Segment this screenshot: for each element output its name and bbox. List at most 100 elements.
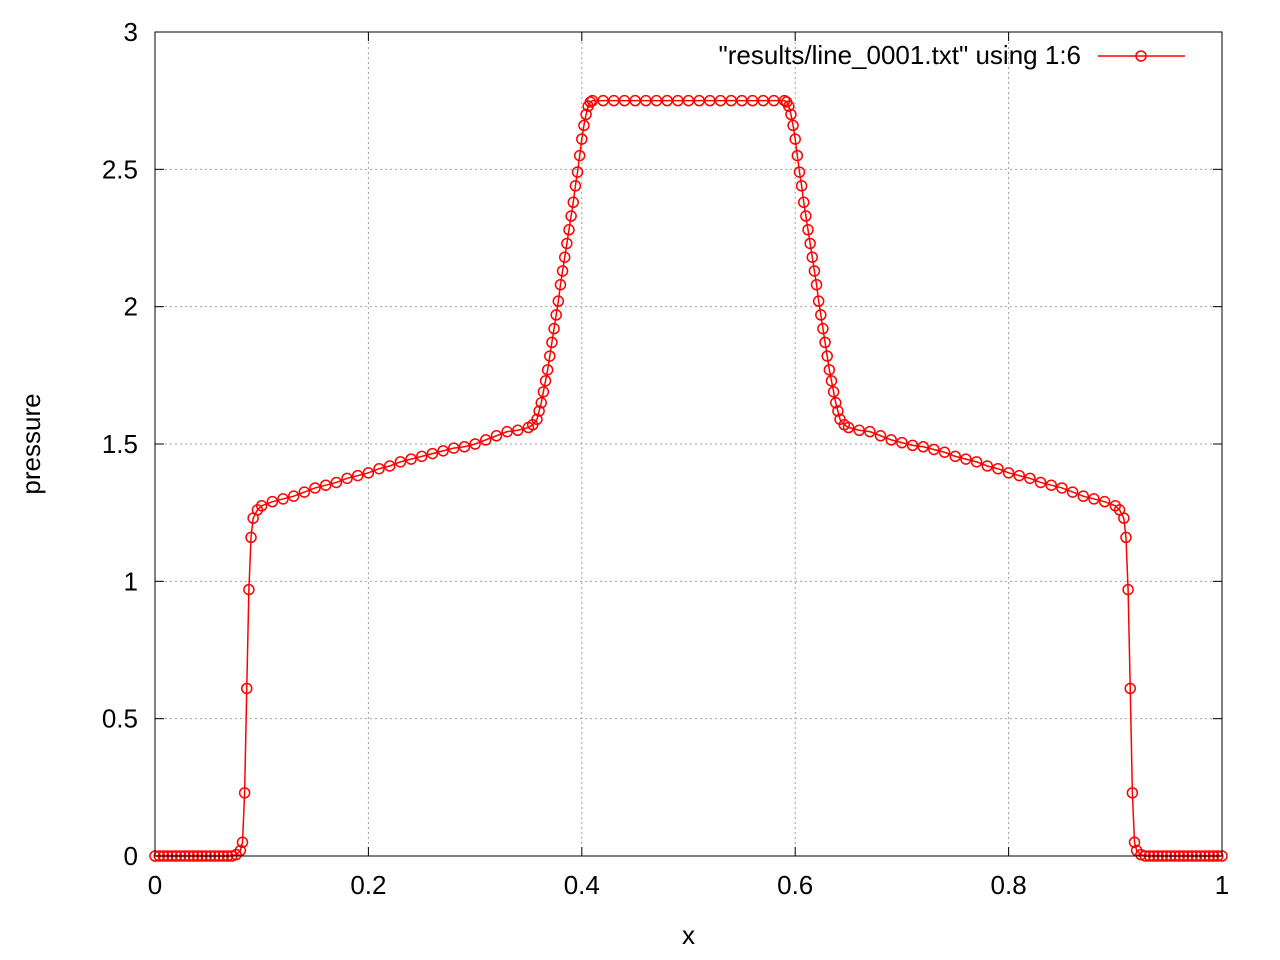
y-tick-label: 1 bbox=[124, 566, 138, 596]
data-point bbox=[819, 336, 831, 349]
series-line-group bbox=[155, 99, 1222, 857]
data-point bbox=[795, 180, 808, 192]
data-point bbox=[341, 472, 353, 485]
data-point bbox=[1122, 583, 1134, 596]
data-point bbox=[501, 425, 513, 438]
data-point bbox=[245, 531, 257, 544]
data-point bbox=[544, 350, 556, 362]
data-point bbox=[243, 583, 255, 596]
data-point bbox=[1066, 486, 1079, 498]
data-point bbox=[490, 430, 503, 442]
plot-frame bbox=[154, 31, 1223, 857]
legend-label: "results/line_0001.txt" using 1:6 bbox=[719, 40, 1081, 70]
data-point bbox=[981, 460, 994, 472]
x-tick-label: 1 bbox=[1215, 870, 1229, 900]
data-point bbox=[793, 166, 806, 178]
data-point bbox=[552, 295, 565, 307]
data-point bbox=[561, 237, 573, 250]
data-point bbox=[556, 265, 569, 277]
data-point bbox=[832, 405, 844, 417]
data-point bbox=[241, 682, 253, 695]
data-point bbox=[821, 350, 833, 362]
data-point bbox=[383, 460, 396, 472]
tick-labels: 0 0.2 0.4 0.6 0.8 1 0 0.5 1 1.5 2 2.5 3 bbox=[102, 17, 1229, 900]
data-point bbox=[906, 439, 919, 452]
series-markers-group bbox=[149, 94, 1228, 862]
data-point bbox=[238, 787, 251, 799]
data-point bbox=[825, 375, 838, 387]
data-point bbox=[1120, 531, 1132, 544]
data-point bbox=[785, 108, 797, 121]
data-point bbox=[330, 476, 343, 489]
data-point bbox=[448, 442, 460, 454]
data-point bbox=[812, 295, 825, 307]
data-point bbox=[885, 434, 897, 446]
series-line bbox=[155, 99, 1222, 857]
data-point bbox=[823, 364, 836, 376]
data-point bbox=[255, 500, 268, 512]
data-point bbox=[539, 375, 552, 387]
data-point bbox=[584, 96, 597, 108]
data-point bbox=[426, 447, 439, 460]
data-point bbox=[797, 196, 810, 209]
data-point bbox=[874, 430, 887, 442]
data-point bbox=[815, 309, 827, 321]
data-point bbox=[266, 495, 279, 508]
data-point bbox=[569, 180, 582, 192]
data-point bbox=[810, 278, 823, 291]
data-point bbox=[469, 438, 481, 450]
x-tick-label: 0 bbox=[148, 870, 162, 900]
data-point bbox=[405, 453, 417, 465]
data-point bbox=[373, 462, 385, 475]
data-point bbox=[1034, 476, 1047, 489]
data-point bbox=[938, 446, 951, 458]
data-point bbox=[298, 486, 311, 498]
data-point bbox=[309, 482, 321, 494]
data-point bbox=[1077, 490, 1090, 502]
data-point bbox=[804, 237, 816, 250]
data-point bbox=[480, 434, 492, 446]
data-point bbox=[1088, 493, 1100, 505]
data-point bbox=[1056, 482, 1068, 494]
data-point bbox=[802, 224, 814, 236]
data-point bbox=[565, 210, 577, 222]
data-point bbox=[319, 479, 332, 491]
data-point bbox=[1124, 682, 1136, 695]
y-axis-title: pressure bbox=[16, 393, 46, 494]
data-point bbox=[580, 108, 592, 121]
data-point bbox=[563, 224, 575, 236]
data-point bbox=[512, 424, 524, 437]
data-point bbox=[896, 436, 908, 449]
data-point bbox=[1126, 787, 1139, 799]
y-tick-label: 2 bbox=[124, 292, 138, 322]
data-point bbox=[1045, 479, 1058, 491]
x-axis-title: x bbox=[682, 920, 695, 950]
data-point bbox=[537, 386, 550, 398]
data-point bbox=[928, 443, 940, 456]
legend: "results/line_0001.txt" using 1:6 bbox=[719, 40, 1185, 70]
y-tick-label: 1.5 bbox=[102, 429, 138, 459]
data-point bbox=[558, 251, 571, 263]
data-point bbox=[458, 440, 471, 453]
x-tick-label: 0.2 bbox=[350, 870, 386, 900]
grid-lines bbox=[155, 32, 1222, 856]
data-point bbox=[546, 336, 558, 349]
data-point bbox=[1013, 469, 1026, 482]
data-point bbox=[817, 322, 829, 335]
data-point bbox=[992, 462, 1004, 475]
data-point bbox=[806, 251, 819, 263]
data-point bbox=[808, 265, 821, 277]
data-point bbox=[554, 278, 567, 291]
legend-marker-sample bbox=[1135, 50, 1147, 62]
data-point bbox=[576, 133, 588, 145]
data-point bbox=[853, 424, 865, 437]
data-point bbox=[578, 119, 590, 132]
data-point bbox=[970, 456, 983, 468]
data-point bbox=[437, 445, 449, 457]
x-tick-label: 0.4 bbox=[564, 870, 600, 900]
y-tick-label: 0 bbox=[124, 841, 138, 871]
data-point bbox=[351, 469, 364, 482]
data-point bbox=[1118, 512, 1130, 524]
